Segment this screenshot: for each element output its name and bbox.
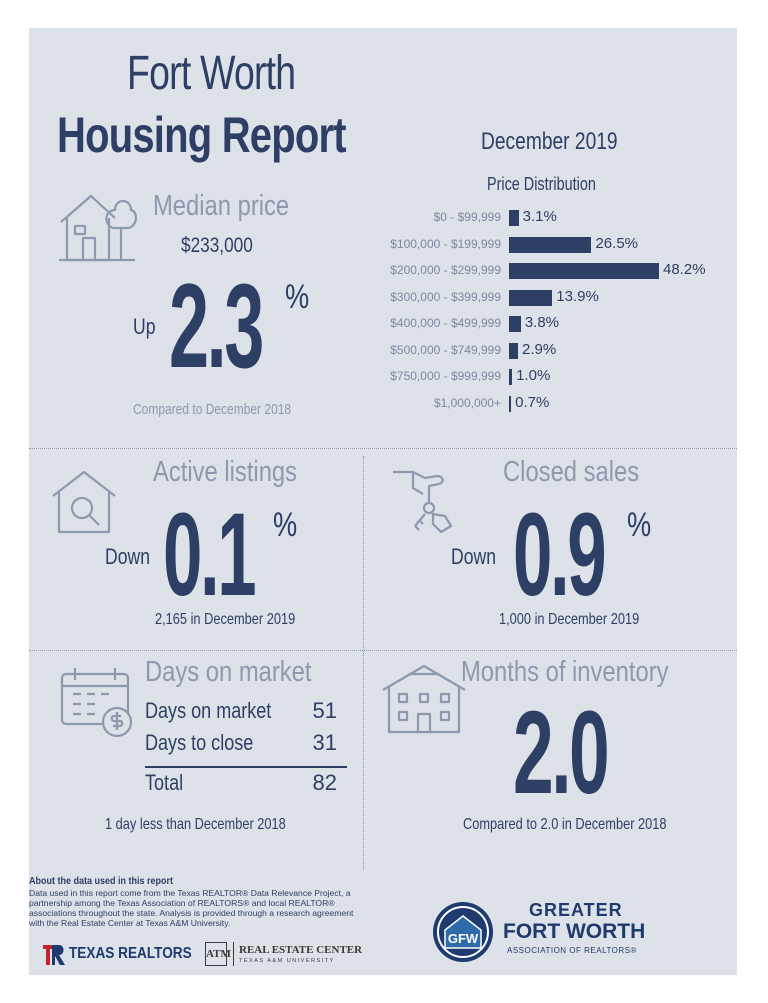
report-period: December 2019	[481, 128, 618, 155]
median-value: $233,000	[181, 234, 253, 257]
median-title: Median price	[153, 190, 290, 222]
active-detail: 2,165 in December 2019	[155, 611, 296, 628]
distribution-value-label: 2.9%	[522, 340, 557, 358]
divider	[29, 448, 737, 449]
dom-row-days-on-market: Days on market 51	[145, 698, 337, 723]
divider	[363, 456, 364, 870]
median-percent: %	[285, 278, 310, 316]
active-listings-title: Active listings	[153, 456, 298, 488]
distribution-bar	[509, 289, 553, 306]
report-title-city: Fort Worth	[127, 47, 296, 100]
distribution-bar	[509, 342, 519, 359]
dom-note: 1 day less than December 2018	[105, 816, 286, 833]
distribution-row: $200,000 - $299,999 48.2%	[329, 261, 729, 281]
active-direction: Down	[105, 544, 150, 569]
distribution-category-label: $0 - $99,999	[433, 210, 501, 224]
tr-mark-icon	[43, 945, 65, 965]
greater-fort-worth-logo: GFW GREATER FORT WORTH ASSOCIATION OF RE…	[431, 898, 671, 968]
distribution-row: $0 - $99,999 3.1%	[329, 208, 729, 228]
closed-change: 0.9	[513, 489, 607, 621]
distribution-title: Price Distribution	[487, 174, 596, 194]
report-title: Housing Report	[57, 107, 347, 163]
distribution-category-label: $750,000 - $999,999	[390, 369, 501, 383]
distribution-category-label: $200,000 - $299,999	[390, 263, 501, 277]
distribution-bar	[509, 236, 592, 253]
distribution-category-label: $300,000 - $399,999	[390, 289, 501, 304]
distribution-value-label: 26.5%	[595, 234, 639, 252]
total-rule	[145, 766, 347, 768]
hand-keys-icon	[393, 470, 453, 534]
closed-percent: %	[627, 506, 652, 544]
svg-text:GFW: GFW	[448, 931, 479, 946]
distribution-bar	[509, 263, 659, 279]
divider	[29, 650, 737, 651]
distribution-bar	[509, 369, 513, 385]
distribution-row: $100,000 - $199,999 26.5%	[329, 235, 729, 255]
distribution-value-label: 0.7%	[515, 393, 550, 411]
distribution-value-label: 13.9%	[556, 287, 599, 305]
days-on-market-title: Days on market	[145, 656, 312, 688]
about-body: Data used in this report come from the T…	[29, 888, 354, 928]
closed-detail: 1,000 in December 2019	[499, 611, 640, 628]
report-panel: Fort Worth Housing Report Median price $…	[29, 28, 737, 975]
distribution-bar	[509, 395, 512, 412]
atm-mark-icon: ATM	[205, 942, 231, 966]
logo-divider	[233, 942, 234, 966]
median-comparison: Compared to December 2018	[133, 401, 292, 418]
active-percent: %	[273, 506, 298, 544]
about-heading: About the data used in this report	[29, 876, 174, 887]
distribution-row: $750,000 - $999,999 1.0%	[329, 367, 729, 387]
house-tree-icon	[59, 194, 137, 262]
median-change: 2.3	[169, 259, 264, 393]
active-change: 0.1	[163, 489, 257, 621]
months-inventory-title: Months of inventory	[461, 656, 669, 688]
calendar-dollar-icon	[60, 668, 133, 738]
dom-row-days-to-close: Days to close 31	[145, 730, 337, 755]
real-estate-center-logo: ATM REAL ESTATE CENTER TEXAS A&M UNIVERS…	[205, 942, 363, 966]
closed-sales-title: Closed sales	[503, 456, 640, 488]
house-search-icon	[52, 470, 116, 534]
distribution-row: $400,000 - $499,999 3.8%	[329, 314, 729, 334]
distribution-category-label: $100,000 - $199,999	[390, 236, 501, 251]
closed-direction: Down	[451, 544, 496, 569]
distribution-row: $300,000 - $399,999 13.9%	[329, 288, 729, 308]
inventory-comparison: Compared to 2.0 in December 2018	[463, 816, 667, 833]
texas-realtors-logo: TEXAS REALTORS	[43, 944, 193, 966]
distribution-value-label: 3.1%	[522, 208, 557, 225]
dom-row-total: Total 82	[145, 770, 337, 795]
distribution-value-label: 1.0%	[516, 367, 551, 384]
distribution-row: $1,000,000+ 0.7%	[329, 394, 729, 414]
distribution-category-label: $1,000,000+	[433, 395, 501, 410]
distribution-category-label: $400,000 - $499,999	[390, 316, 501, 330]
distribution-value-label: 48.2%	[663, 261, 706, 278]
distribution-value-label: 3.8%	[524, 314, 560, 331]
gfw-emblem-icon: GFW	[433, 902, 493, 962]
building-icon	[382, 664, 466, 734]
distribution-bar	[509, 316, 521, 332]
distribution-category-label: $500,000 - $749,999	[390, 342, 501, 357]
distribution-row: $500,000 - $749,999 2.9%	[329, 341, 729, 361]
inventory-value: 2.0	[513, 687, 610, 819]
median-direction: Up	[133, 314, 156, 339]
distribution-bar	[509, 210, 519, 226]
